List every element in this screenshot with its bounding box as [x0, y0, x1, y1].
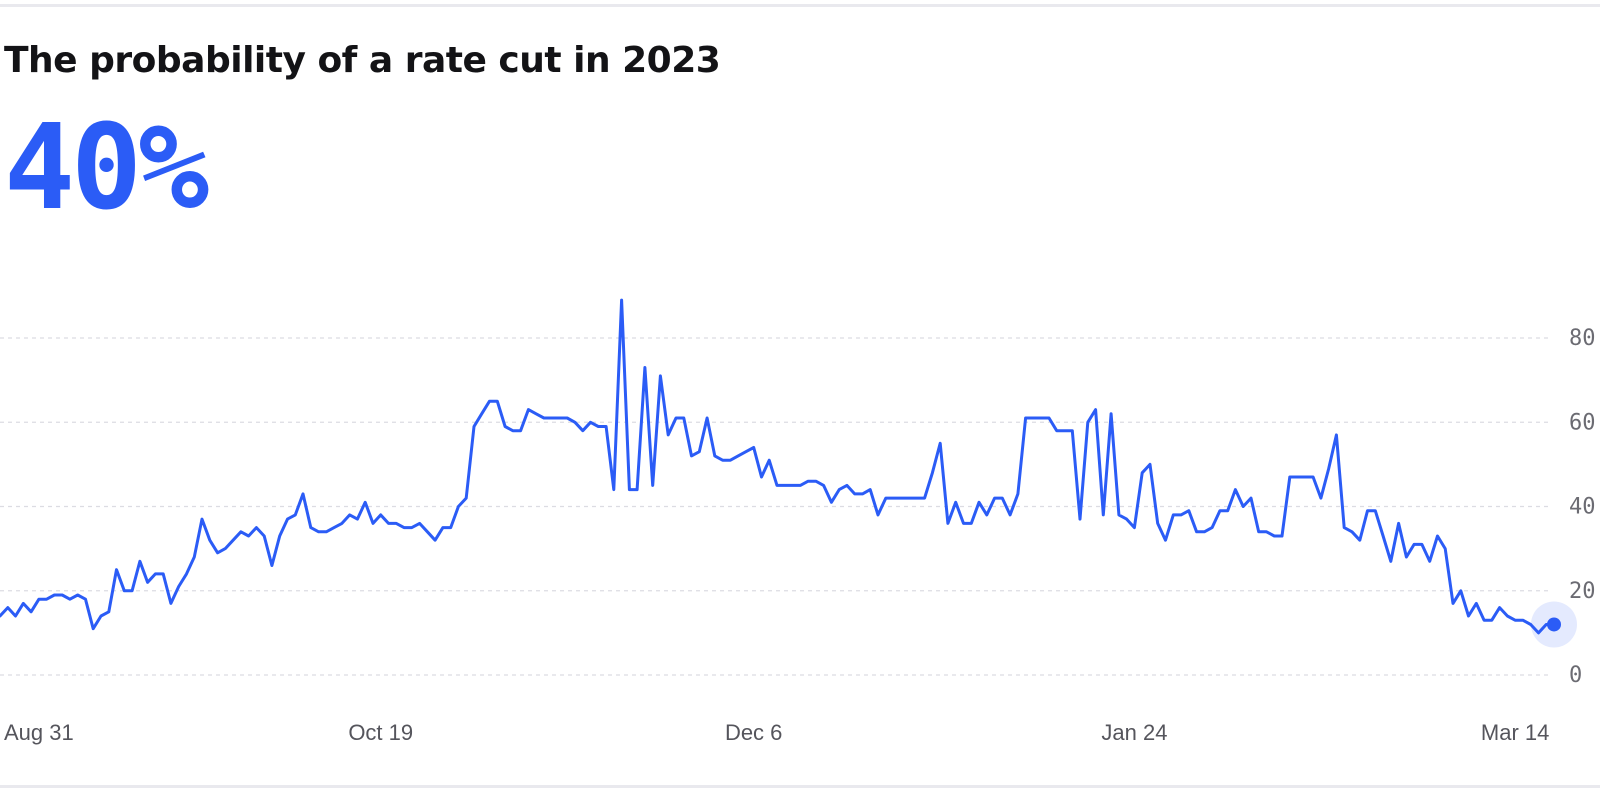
top-divider [0, 4, 1600, 7]
y-tick-label-60: 60 [1569, 410, 1596, 435]
y-tick-label-20: 20 [1569, 579, 1596, 604]
x-tick-label-dec-6: Dec 6 [725, 720, 782, 745]
x-tick-label-oct-19: Oct 19 [348, 720, 413, 745]
bottom-divider [0, 785, 1600, 788]
x-tick-label-mar-14: Mar 14 [1481, 720, 1549, 745]
y-tick-label-0: 0 [1569, 663, 1582, 688]
headline-probability-value: 40% [4, 98, 209, 236]
series-line-0 [0, 298, 1556, 635]
y-tick-label-40: 40 [1569, 495, 1596, 520]
series-layer [0, 298, 1577, 648]
latest-point-marker[interactable] [1547, 617, 1561, 632]
grid-lines [0, 337, 1550, 676]
x-axis-tick-labels: Aug 31 Oct 19 Dec 6 Jan 24 Mar 14 [4, 720, 1549, 745]
x-tick-label-jan-24: Jan 24 [1101, 720, 1167, 745]
y-axis-tick-labels: 0 20 40 60 80 [1569, 326, 1596, 688]
y-tick-label-80: 80 [1569, 326, 1596, 351]
x-tick-label-aug-31: Aug 31 [4, 720, 74, 745]
chart-title: The probability of a rate cut in 2023 [4, 40, 721, 81]
